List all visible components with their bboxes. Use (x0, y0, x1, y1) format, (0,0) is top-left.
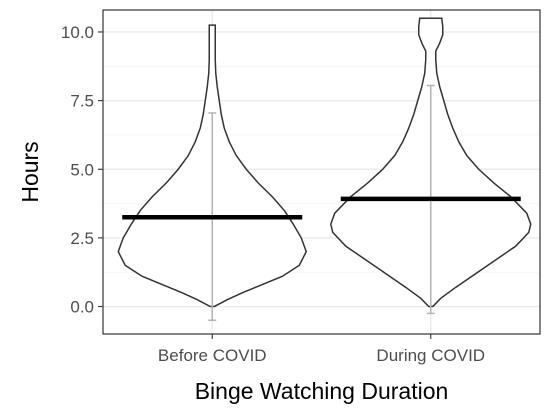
x-tick-label: Before COVID (158, 346, 267, 365)
y-tick-label: 0.0 (70, 298, 94, 317)
x-axis-title: Binge Watching Duration (195, 378, 449, 404)
y-tick-label: 7.5 (70, 92, 94, 111)
panel-border (102, 9, 541, 335)
y-tick-label: 10.0 (61, 23, 94, 42)
y-tick-label: 2.5 (70, 229, 94, 248)
x-tick-label: During COVID (376, 346, 485, 365)
y-axis: 0.0 2.5 5.0 7.5 10.0 (61, 23, 103, 317)
y-axis-title: Hours (17, 141, 43, 202)
violins (117, 17, 532, 322)
y-tick-label: 5.0 (70, 160, 94, 179)
x-axis: Before COVID During COVID (158, 334, 485, 365)
